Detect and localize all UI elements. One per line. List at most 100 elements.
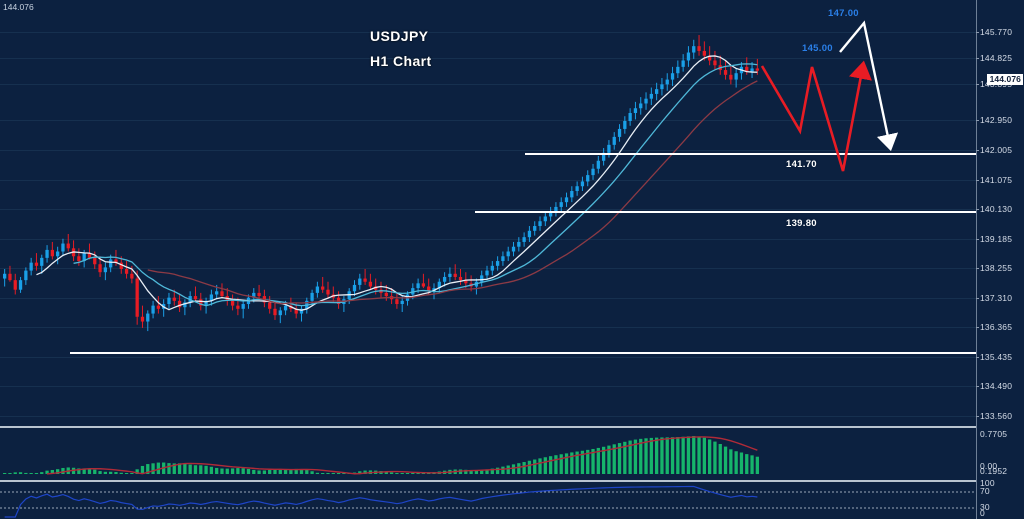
candle-body	[644, 98, 648, 104]
macd-histogram-bar	[109, 471, 113, 474]
macd-indicator	[3, 436, 759, 475]
macd-histogram-bar	[607, 445, 611, 474]
candle-body	[501, 256, 505, 262]
candle-body	[18, 280, 23, 290]
candle-body	[268, 302, 272, 309]
gridline	[0, 209, 976, 210]
macd-histogram-bar	[230, 468, 235, 474]
macd-histogram-bar	[199, 465, 203, 474]
price-axis[interactable]: 145.770144.825143.895142.950142.005141.0…	[975, 0, 1024, 519]
candle-body	[140, 316, 145, 322]
candle-body	[639, 103, 643, 109]
macd-histogram-bar	[61, 467, 65, 474]
macd-histogram-bar	[262, 470, 267, 474]
candle-body	[109, 259, 113, 268]
macd-histogram-bar	[45, 470, 49, 474]
price-axis-tick: 144.825	[975, 53, 1013, 63]
macd-histogram-bar	[490, 468, 494, 474]
macd-histogram-bar	[167, 463, 171, 474]
price-axis-tick: 138.255	[975, 263, 1013, 273]
macd-histogram-bar	[156, 462, 161, 474]
candle-body	[697, 46, 701, 51]
candle-body	[564, 197, 569, 203]
macd-histogram-bar	[660, 437, 664, 474]
macd-histogram-bar	[511, 464, 516, 474]
candle-body	[82, 253, 86, 262]
macd-histogram-bar	[639, 438, 643, 474]
macd-histogram-bar	[268, 469, 272, 474]
candle-body	[204, 300, 208, 306]
candle-body	[124, 269, 129, 274]
macd-histogram-bar	[506, 465, 510, 474]
candle-body	[713, 60, 717, 66]
level-line-support-139-80[interactable]	[475, 211, 976, 213]
candle-body	[215, 291, 219, 295]
rsi-pane[interactable]	[0, 483, 1024, 519]
candle-body	[522, 237, 526, 242]
candle-body	[193, 296, 198, 300]
candle-body	[628, 113, 632, 121]
macd-histogram-bar	[670, 437, 675, 474]
macd-histogram-bar	[501, 466, 505, 474]
candle-body	[50, 249, 54, 257]
candle-body	[427, 286, 431, 292]
candle-body	[167, 297, 171, 305]
gridline	[0, 239, 976, 240]
level-line-resistance-141-70[interactable]	[525, 153, 976, 155]
price-axis-tick: 140.130	[975, 204, 1013, 214]
candle-body	[384, 292, 388, 297]
macd-histogram-bar	[18, 472, 23, 474]
candle-body	[56, 251, 60, 257]
candle-body	[692, 46, 696, 53]
candle-body	[177, 300, 182, 308]
macd-axis-tick: 0.7705	[980, 429, 1008, 439]
candle-body	[676, 66, 680, 74]
macd-histogram-bar	[708, 439, 712, 474]
gridline	[0, 120, 976, 121]
macd-histogram-bar	[617, 443, 622, 474]
macd-histogram-bar	[310, 471, 314, 474]
macd-histogram-bar	[215, 467, 219, 474]
gridline	[0, 416, 976, 417]
macd-histogram-bar	[336, 473, 341, 474]
candle-body	[40, 257, 44, 266]
macd-histogram-bar	[469, 470, 473, 474]
candle-body	[480, 275, 484, 282]
macd-histogram-bar	[723, 446, 728, 474]
symbol-label: USDJPY	[370, 28, 429, 44]
macd-histogram-bar	[283, 469, 288, 474]
candle-body	[315, 286, 320, 293]
candle-body	[77, 256, 81, 262]
macd-histogram-bar	[527, 460, 532, 474]
macd-histogram-bar	[8, 473, 12, 474]
level-line-support-135-50[interactable]	[70, 352, 976, 354]
macd-histogram-bar	[87, 468, 92, 474]
macd-histogram-bar	[411, 473, 415, 474]
candle-body	[723, 70, 728, 75]
macd-histogram-bar	[93, 469, 97, 474]
macd-histogram-bar	[389, 472, 394, 474]
macd-histogram-bar	[98, 471, 102, 474]
macd-histogram-bar	[644, 438, 648, 474]
candle-body	[8, 273, 12, 281]
macd-bottom-separator	[0, 480, 980, 482]
macd-histogram-bar	[623, 441, 627, 474]
candle-body	[98, 264, 102, 273]
candle-body	[130, 273, 134, 279]
macd-histogram-bar	[331, 473, 335, 474]
macd-histogram-bar	[326, 473, 330, 474]
macd-histogram-bar	[103, 471, 108, 474]
price-axis-tick: 134.490	[975, 381, 1013, 391]
macd-histogram-bar	[570, 452, 574, 474]
candle-body	[400, 300, 404, 305]
candle-body	[209, 294, 214, 301]
candle-body	[559, 202, 563, 207]
macd-histogram-bar	[495, 467, 500, 474]
price-axis-tick: 142.005	[975, 145, 1013, 155]
candle-body	[575, 186, 579, 192]
candle-body	[135, 278, 139, 317]
candle-body	[511, 246, 516, 252]
candle-body	[61, 243, 65, 252]
macd-pane[interactable]	[0, 428, 1024, 480]
candle-body	[458, 276, 463, 281]
